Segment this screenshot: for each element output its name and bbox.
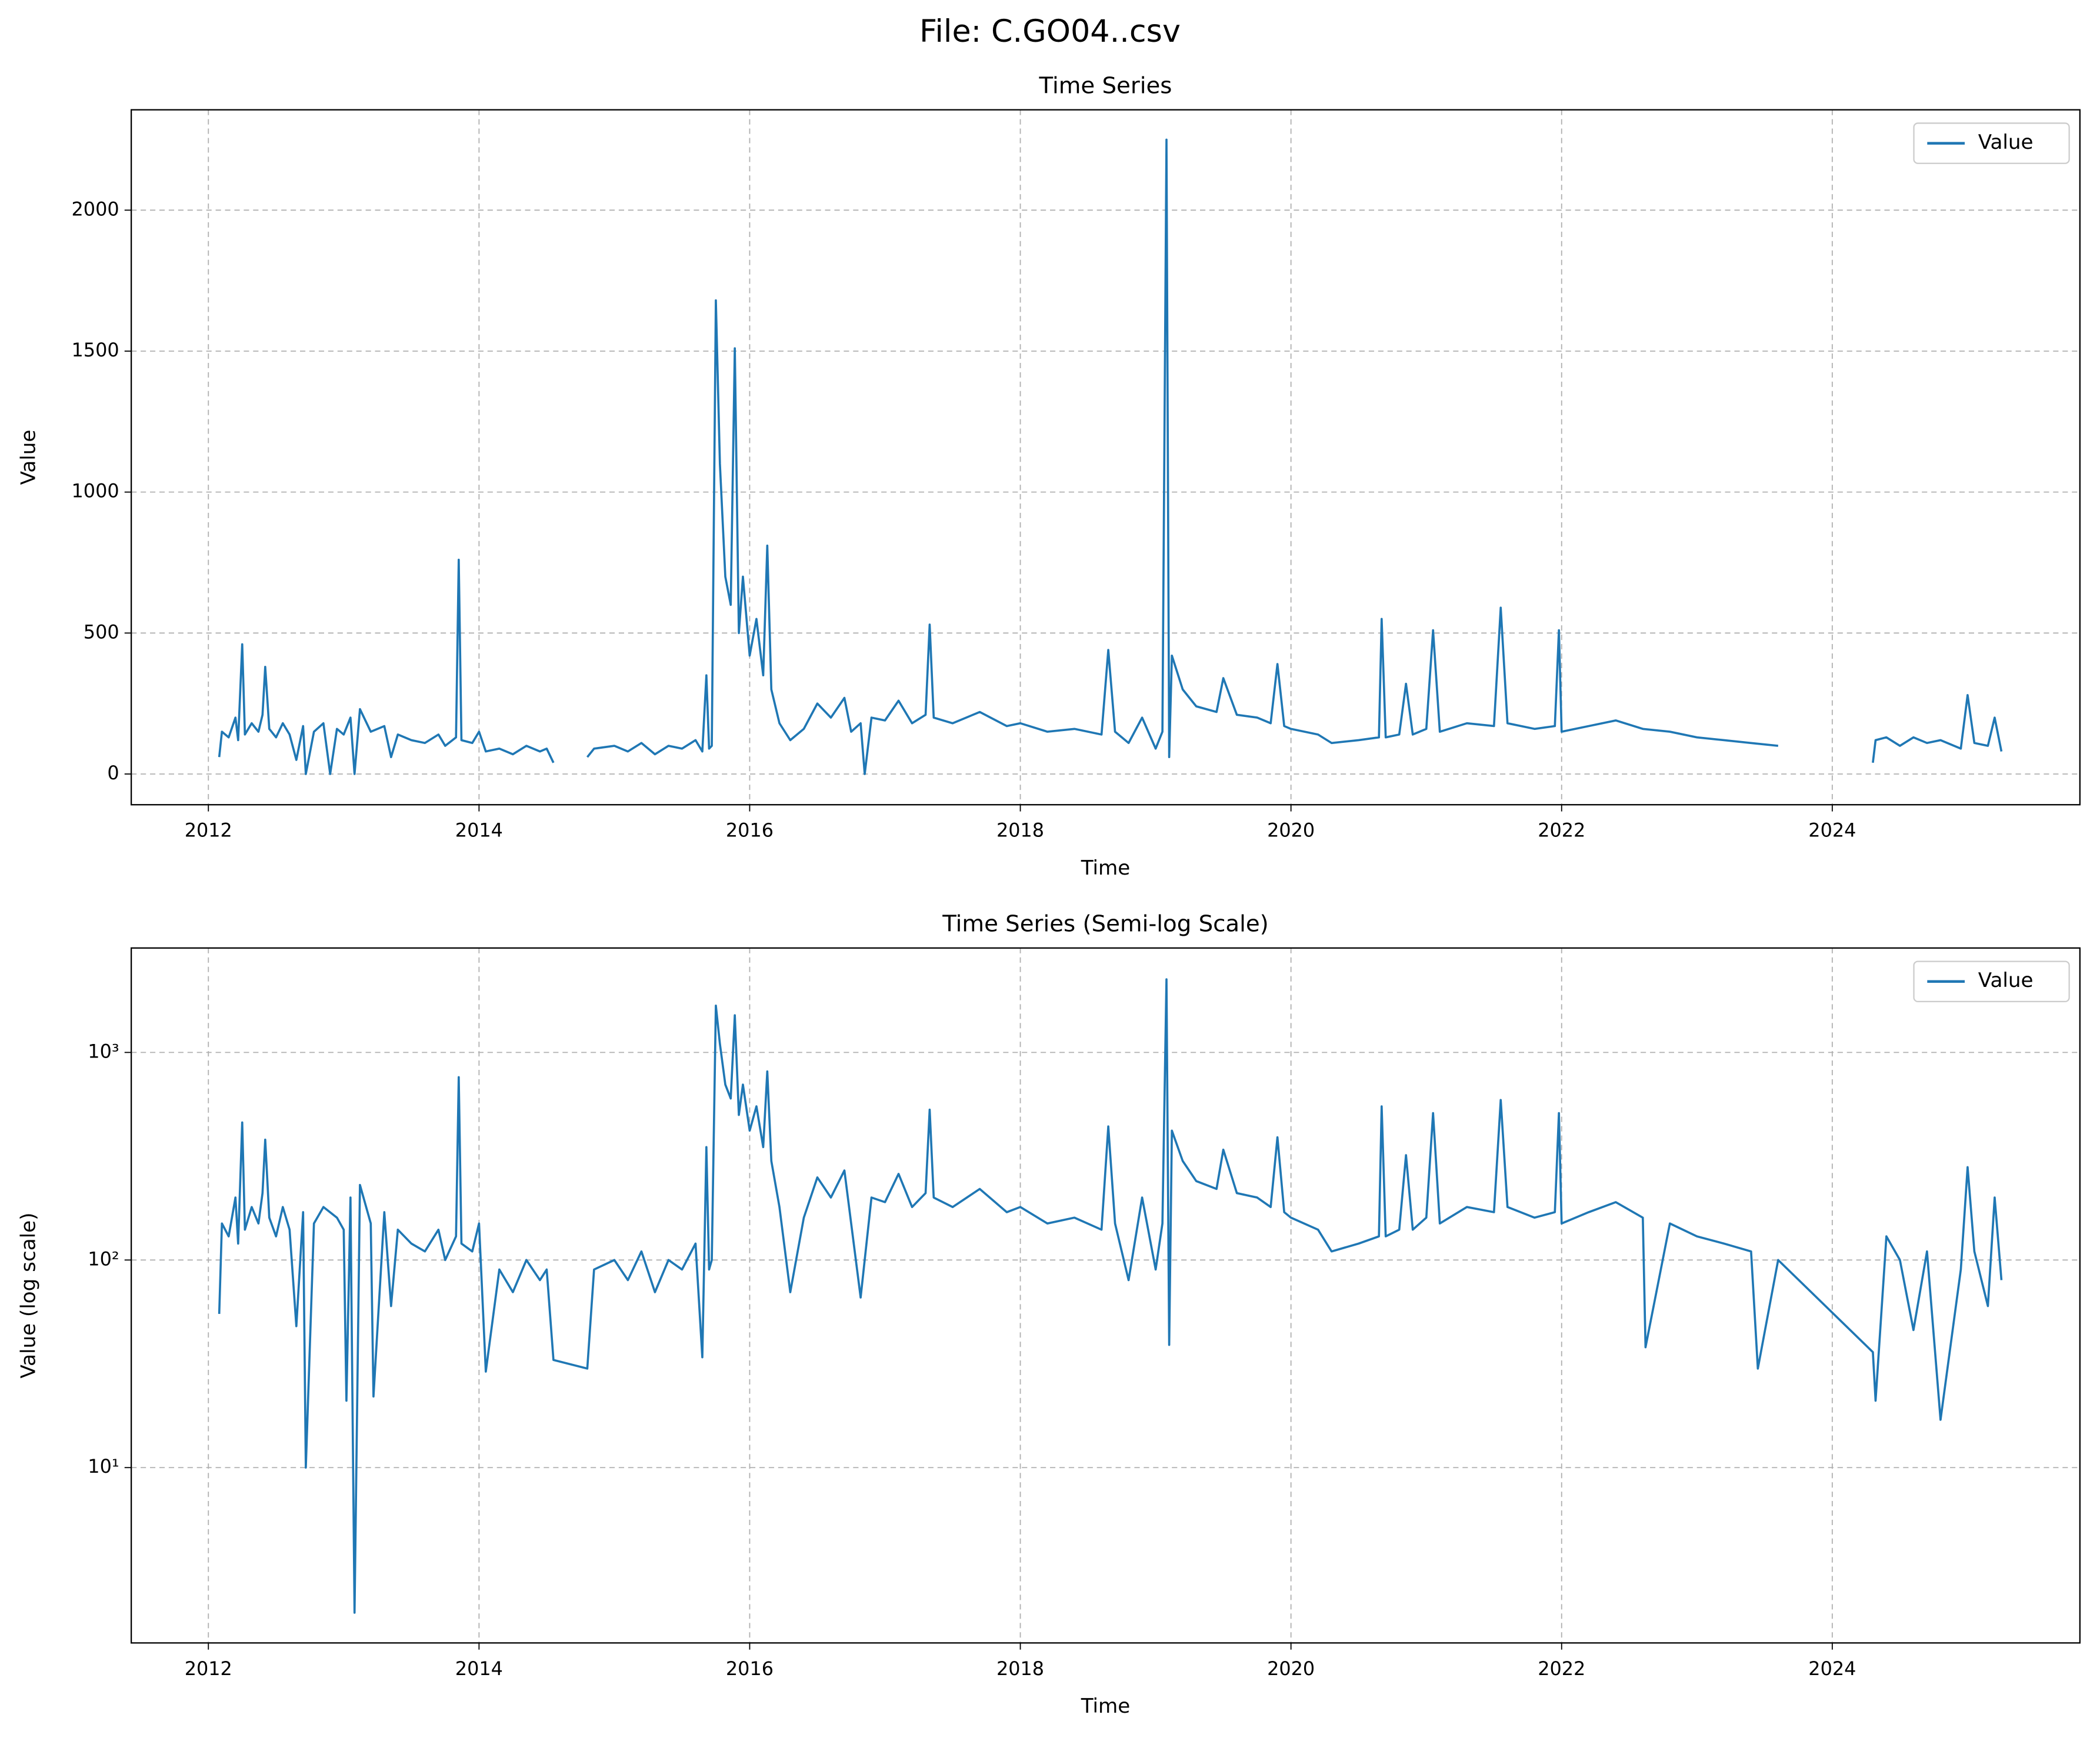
- legend-box: [1913, 122, 2070, 164]
- x-axis-label: Time: [1081, 1694, 1131, 1718]
- axes-frame: [130, 109, 2081, 806]
- y-tick-label: 10¹: [88, 1455, 119, 1477]
- x-tick-label: 2024: [1808, 1657, 1856, 1680]
- legend-box: [1913, 960, 2070, 1003]
- data-line: [218, 978, 2003, 1614]
- x-tick-label: 2020: [1267, 819, 1315, 842]
- x-tick-label: 2020: [1267, 1657, 1315, 1680]
- x-tick-label: 2024: [1808, 819, 1856, 842]
- y-tick-label: 10³: [88, 1040, 119, 1062]
- x-tick-label: 2018: [996, 819, 1044, 842]
- chart-title: Time Series (Semi-log Scale): [942, 911, 1269, 938]
- x-tick-label: 2022: [1538, 1657, 1585, 1680]
- legend-label: Value: [1978, 131, 2034, 154]
- x-tick-label: 2018: [996, 1657, 1044, 1680]
- y-tick-label: 1000: [72, 480, 119, 502]
- x-tick-label: 2014: [455, 1657, 503, 1680]
- chart-title: Time Series: [1039, 72, 1172, 99]
- x-tick-label: 2022: [1538, 819, 1585, 842]
- y-tick-label: 2000: [72, 198, 119, 220]
- y-tick-label: 0: [107, 762, 119, 784]
- y-tick-label: 1500: [72, 339, 119, 361]
- y-axis-label: Value: [17, 430, 41, 485]
- x-axis-label: Time: [1081, 856, 1131, 880]
- y-axis-label: Value (log scale): [17, 1213, 41, 1379]
- x-tick-label: 2014: [455, 819, 503, 842]
- x-tick-label: 2012: [185, 819, 232, 842]
- x-tick-label: 2016: [726, 819, 774, 842]
- figure-title: File: C.GO04..csv: [919, 14, 1181, 49]
- x-tick-label: 2012: [185, 1657, 232, 1680]
- axes-frame: [130, 947, 2081, 1644]
- data-line: [218, 138, 2003, 775]
- legend-label: Value: [1978, 969, 2034, 992]
- x-tick-label: 2016: [726, 1657, 774, 1680]
- y-tick-label: 500: [84, 621, 119, 643]
- y-tick-label: 10²: [88, 1247, 119, 1270]
